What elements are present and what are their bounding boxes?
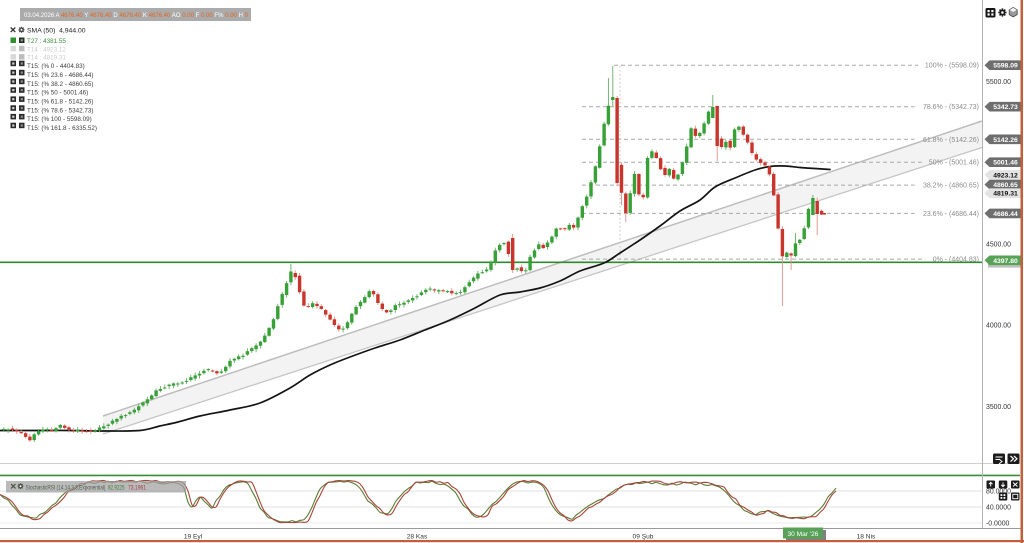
svg-text:T15: (% 38.2 - 4860.65): T15: (% 38.2 - 4860.65) xyxy=(27,81,94,88)
svg-text:80.0000: 80.0000 xyxy=(986,489,1011,496)
svg-text:78.6% - (5342.73): 78.6% - (5342.73) xyxy=(923,104,979,111)
svg-text:4000.00: 4000.00 xyxy=(986,323,1011,330)
svg-text:T27 : 4381.55: T27 : 4381.55 xyxy=(27,38,66,45)
svg-text:4860.65: 4860.65 xyxy=(993,182,1018,189)
svg-text:40.0000: 40.0000 xyxy=(986,505,1011,512)
svg-text:T15: (% 50 - 5001.46): T15: (% 50 - 5001.46) xyxy=(27,90,88,97)
svg-text:3500.00: 3500.00 xyxy=(986,404,1011,411)
svg-text:-0.0000: -0.0000 xyxy=(986,521,1010,528)
svg-text:18 Nis: 18 Nis xyxy=(857,534,876,541)
svg-text:T15: (% 23.6 - 4686.44): T15: (% 23.6 - 4686.44) xyxy=(27,72,94,79)
svg-text:StochasticRSI (14,14,3,3,Expon: StochasticRSI (14,14,3,3,Exponential) xyxy=(26,484,106,491)
svg-text:100% - (5598.09): 100% - (5598.09) xyxy=(925,63,979,70)
svg-text:5500.00: 5500.00 xyxy=(986,79,1011,86)
svg-text:T14 : 4819.31: T14 : 4819.31 xyxy=(27,55,66,62)
svg-text:19 Eyl: 19 Eyl xyxy=(184,534,203,541)
svg-text:28 Kas: 28 Kas xyxy=(407,534,428,541)
svg-text:82.9225: 82.9225 xyxy=(108,484,125,491)
svg-text:09 Şub: 09 Şub xyxy=(633,534,654,541)
svg-text:38.2% - (4860.65): 38.2% - (4860.65) xyxy=(923,183,979,190)
svg-text:T15: (% 161.8 - 6335.52): T15: (% 161.8 - 6335.52) xyxy=(27,125,97,132)
svg-text:T15: (% 61.8 - 5142.26): T15: (% 61.8 - 5142.26) xyxy=(27,99,94,106)
svg-text:4819.31: 4819.31 xyxy=(993,191,1018,198)
svg-text:SMA (50) 4,944.00: SMA (50) 4,944.00 xyxy=(27,28,86,35)
svg-text:T15: (% 78.6 - 5342.73): T15: (% 78.6 - 5342.73) xyxy=(27,108,94,115)
svg-text:5598.09: 5598.09 xyxy=(993,63,1018,70)
svg-text:4686.44: 4686.44 xyxy=(993,211,1018,218)
svg-text:T15: (% 0 - 4404.83): T15: (% 0 - 4404.83) xyxy=(27,63,85,70)
svg-text:4397.80: 4397.80 xyxy=(993,258,1018,265)
svg-text:4500.00: 4500.00 xyxy=(986,241,1011,248)
svg-text:T15: (% 100 - 5598.09): T15: (% 100 - 5598.09) xyxy=(27,116,92,123)
svg-text:T14 : 4923.12: T14 : 4923.12 xyxy=(27,46,66,53)
svg-text:5142.26: 5142.26 xyxy=(993,137,1018,144)
svg-text:73.1961: 73.1961 xyxy=(128,484,146,491)
svg-text:30 Mar '26: 30 Mar '26 xyxy=(788,531,819,538)
svg-text:03.04.2026 A 4676.40 Y 4676.40: 03.04.2026 A 4676.40 Y 4676.40 D 4676.40… xyxy=(24,12,248,19)
svg-text:4923.12: 4923.12 xyxy=(993,172,1018,179)
svg-text:0% - (4404.83): 0% - (4404.83) xyxy=(933,257,979,264)
svg-text:5001.46: 5001.46 xyxy=(993,160,1018,167)
svg-text:50% - (5001.46): 50% - (5001.46) xyxy=(929,160,979,167)
svg-text:61.8% - (5142.26): 61.8% - (5142.26) xyxy=(923,137,979,144)
svg-text:23.6% - (4686.44): 23.6% - (4686.44) xyxy=(923,211,979,218)
svg-text:5342.73: 5342.73 xyxy=(993,104,1018,111)
